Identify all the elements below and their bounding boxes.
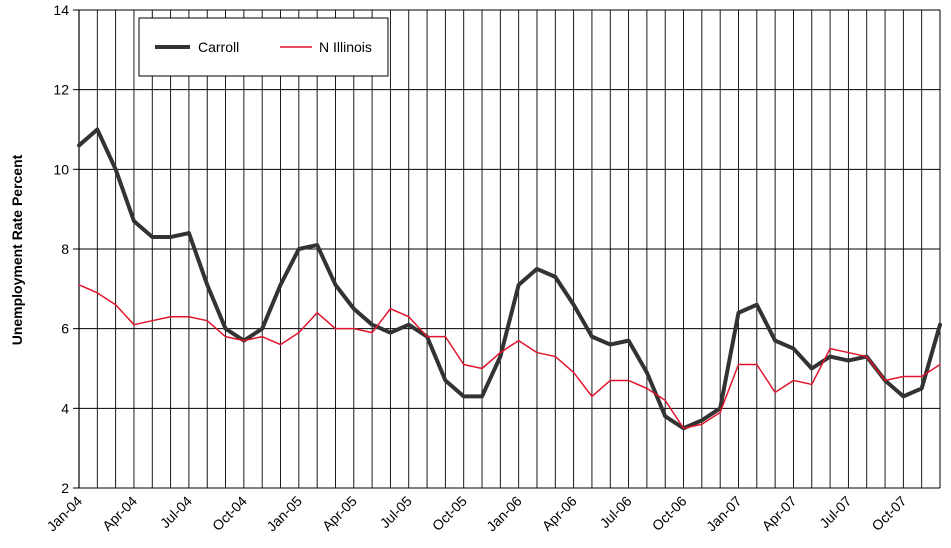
y-axis-label: Unemployment Rate Percent: [9, 154, 25, 345]
x-tick-label: Oct-07: [868, 493, 909, 534]
horizontal-gridlines: [78, 9, 941, 489]
series-line-n-illinois: [78, 284, 941, 429]
x-tick-label: Apr-04: [99, 493, 140, 534]
series-line-carroll: [77, 127, 942, 431]
legend: Carroll N Illinois: [138, 17, 389, 77]
y-tick-label: 4: [61, 400, 69, 416]
x-tick-label: Apr-07: [759, 493, 800, 534]
y-tick-label: 6: [61, 321, 69, 337]
legend-label-carroll: Carroll: [198, 39, 239, 55]
x-tick-label: Oct-06: [649, 493, 690, 534]
x-tick-label: Oct-05: [429, 493, 470, 534]
y-tick-label: 2: [61, 480, 69, 496]
y-tick-label: 8: [61, 241, 69, 257]
series-lines: [77, 127, 942, 431]
y-axis-ticks: 2 4 6 8 10 12 14: [53, 2, 79, 496]
x-tick-label: Jul-05: [377, 493, 415, 531]
x-tick-label: Jul-06: [596, 493, 634, 531]
x-tick-label: Apr-06: [539, 493, 580, 534]
x-tick-label: Jul-07: [816, 493, 854, 531]
x-tick-label: Jan-04: [44, 493, 86, 535]
x-tick-label: Jan-06: [483, 493, 525, 535]
x-axis-ticks: Jan-04 Apr-04 Jul-04 Oct-04 Jan-05 Apr-05 Jul-…: [44, 493, 910, 535]
x-tick-label: Jul-04: [157, 493, 195, 531]
x-tick-label: Oct-04: [209, 493, 250, 534]
legend-label-n-illinois: N Illinois: [319, 39, 372, 55]
y-tick-label: 14: [53, 2, 69, 18]
y-tick-label: 12: [53, 82, 69, 98]
x-tick-label: Apr-05: [319, 493, 360, 534]
x-tick-label: Jan-07: [703, 493, 745, 535]
y-tick-label: 10: [53, 161, 69, 177]
x-tick-label: Jan-05: [263, 493, 305, 535]
